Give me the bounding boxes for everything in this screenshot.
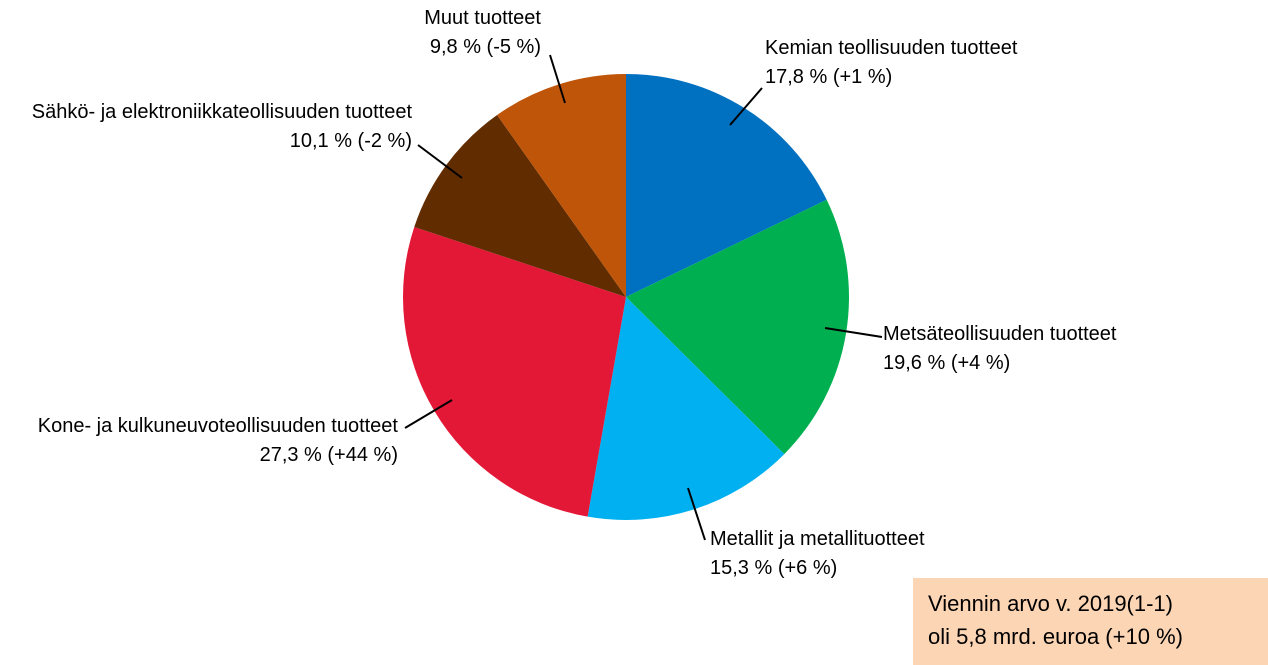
annotation-line: oli 5,8 mrd. euroa (+10 %) bbox=[928, 624, 1183, 649]
pie-slice bbox=[414, 115, 626, 297]
annotation-box: Viennin arvo v. 2019(1-1) oli 5,8 mrd. e… bbox=[913, 578, 1268, 665]
value-label: 15,3 % (+6 %) bbox=[710, 557, 838, 579]
leader-line bbox=[417, 144, 463, 179]
category-name: Muut tuotteet bbox=[424, 7, 541, 29]
value-label: 9,8 % (-5 %) bbox=[429, 36, 541, 58]
slice-label: Kone- ja kulkuneuvoteollisuuden tuotteet… bbox=[18, 412, 398, 470]
leader-line bbox=[404, 399, 453, 429]
slice-label: Kemian teollisuuden tuotteet 17,8 % (+1 %… bbox=[765, 34, 1165, 92]
pie-slice bbox=[626, 199, 849, 455]
value-label: 19,6 % (+4 %) bbox=[883, 352, 1011, 374]
category-name: Metsäteollisuuden tuotteet bbox=[883, 323, 1117, 345]
slice-label: Metsäteollisuuden tuotteet 19,6 % (+4 %) bbox=[883, 320, 1243, 378]
slice-label: Metallit ja metallituotteet 15,3 % (+6 %) bbox=[710, 525, 1030, 583]
leader-line bbox=[729, 87, 763, 126]
value-label: 27,3 % (+44 %) bbox=[259, 444, 398, 466]
category-name: Metallit ja metallituotteet bbox=[710, 528, 925, 550]
value-label: 10,1 % (-2 %) bbox=[289, 130, 412, 152]
pie-slice bbox=[587, 297, 785, 520]
annotation-line: Viennin arvo v. 2019(1-1) bbox=[928, 591, 1173, 616]
slice-label: Sähkö- ja elektroniikkateollisuuden tuot… bbox=[2, 98, 412, 156]
category-name: Kone- ja kulkuneuvoteollisuuden tuotteet bbox=[37, 415, 398, 437]
pie-slice bbox=[626, 74, 827, 297]
pie-slice bbox=[403, 227, 626, 517]
slice-label: Muut tuotteet 9,8 % (-5 %) bbox=[341, 4, 541, 62]
leader-line bbox=[549, 54, 566, 104]
leader-line bbox=[687, 487, 706, 541]
leader-line bbox=[824, 327, 883, 338]
category-name: Kemian teollisuuden tuotteet bbox=[765, 37, 1018, 59]
category-name: Sähkö- ja elektroniikkateollisuuden tuot… bbox=[31, 101, 412, 123]
pie-slice bbox=[497, 74, 626, 297]
value-label: 17,8 % (+1 %) bbox=[765, 66, 893, 88]
